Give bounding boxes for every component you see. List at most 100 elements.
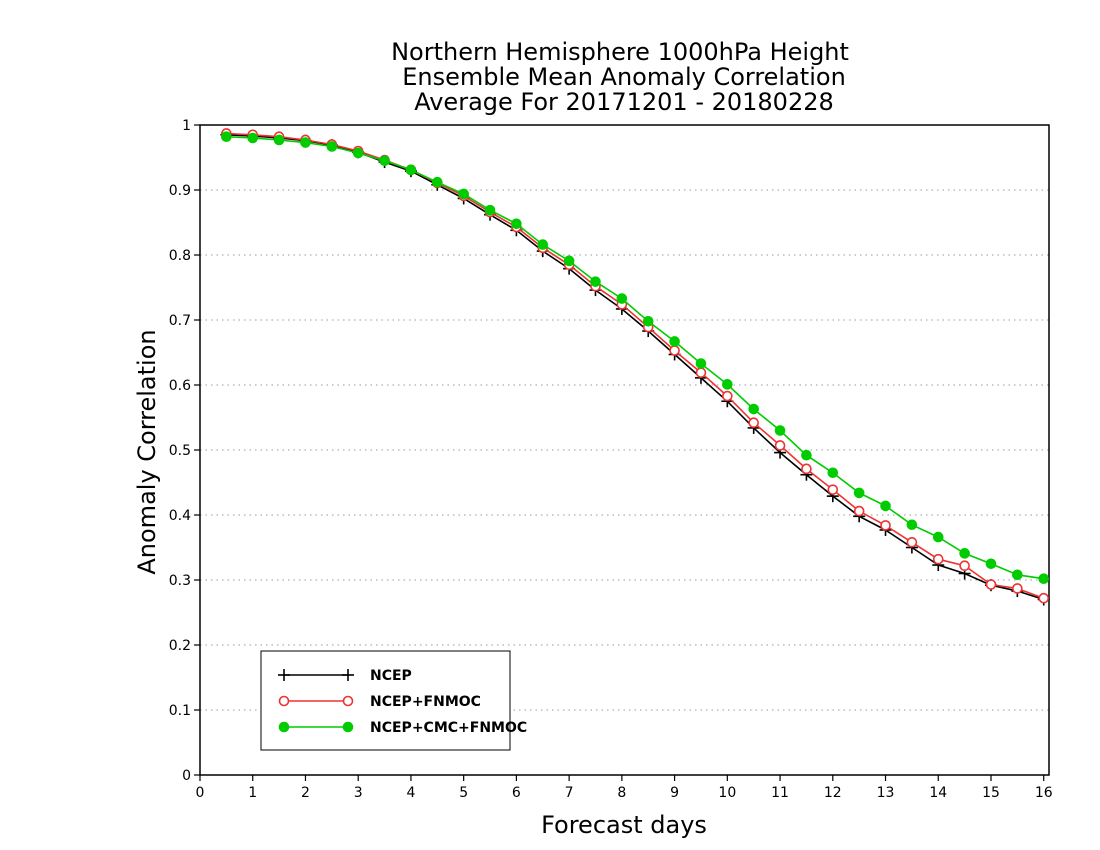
x-axis-ticks: 0 1 2 3 4 5 6 7 8 9 10 11 12 13 14 15 16 [196, 775, 1053, 801]
series-markers-2 [221, 131, 1050, 585]
series-2-point-17 [669, 336, 680, 347]
y-tick-label-4: 0.4 [169, 508, 191, 524]
legend-marker-end-1 [342, 695, 354, 707]
y-tick-label-7: 0.7 [169, 313, 191, 329]
series-2-point-29 [985, 558, 997, 570]
chart-title: Northern Hemisphere 1000hPa Height Ensem… [391, 38, 849, 116]
title-line-2: Ensemble Mean Anomaly Correlation [402, 63, 846, 91]
legend-marker-end-0 [342, 669, 354, 681]
y-tick-label-3: 0.3 [169, 573, 191, 589]
legend-label-1: NCEP+FNMOC [370, 694, 481, 710]
y-tick-label-5: 0.5 [169, 443, 191, 459]
series-2-point-22 [801, 449, 812, 461]
y-axis-title: Anomaly Correlation [133, 329, 161, 574]
x-tick-label-11: 11 [771, 785, 789, 801]
gridlines [200, 189, 1049, 711]
series-1-point-26 [906, 536, 918, 548]
series-2-point-18 [695, 358, 707, 369]
series-2-point-27 [932, 531, 944, 543]
series-2-point-31 [1038, 573, 1050, 585]
x-tick-label-12: 12 [824, 785, 842, 801]
y-tick-label-9: 0.9 [169, 183, 191, 199]
series-2-point-1 [247, 132, 259, 144]
series-1-point-18 [695, 367, 707, 378]
series-2-point-24 [853, 487, 865, 499]
series-lines [220, 128, 1050, 606]
y-tick-label-8: 0.8 [169, 248, 191, 264]
series-1-point-19 [722, 390, 733, 402]
x-tick-label-14: 14 [929, 785, 947, 801]
x-tick-label-13: 13 [877, 785, 895, 801]
y-tick-label-10: 1 [182, 118, 191, 134]
x-tick-label-1: 1 [248, 785, 257, 801]
legend: NCEP NCEP+FNMOC NCEP+CMC+FNMOC [260, 650, 527, 751]
series-2-point-10 [484, 204, 496, 216]
x-tick-label-2: 2 [301, 785, 310, 801]
series-1-point-20 [748, 417, 759, 429]
series-2-point-2 [273, 134, 285, 146]
series-2-point-30 [1012, 569, 1023, 581]
series-2-point-20 [748, 403, 759, 415]
series-2-point-8 [431, 176, 443, 188]
legend-marker-start-2 [278, 721, 290, 733]
series-2-point-15 [616, 293, 628, 304]
series-2-point-23 [827, 467, 839, 479]
series-1-point-23 [827, 484, 839, 495]
series-1-point-31 [1038, 592, 1050, 604]
x-tick-label-5: 5 [459, 785, 468, 801]
series-1-point-17 [669, 345, 680, 356]
x-tick-label-6: 6 [512, 785, 521, 801]
title-line-1: Northern Hemisphere 1000hPa Height [391, 38, 849, 66]
legend-marker-start-0 [278, 669, 290, 681]
x-tick-label-10: 10 [718, 785, 736, 801]
x-tick-label-8: 8 [617, 785, 626, 801]
series-1-point-21 [774, 440, 786, 451]
series-1-point-24 [853, 505, 865, 517]
y-tick-label-6: 0.6 [169, 378, 191, 394]
series-2-point-7 [405, 164, 417, 176]
series-2-point-9 [458, 188, 469, 200]
series-1-point-29 [985, 579, 997, 590]
series-2-point-4 [326, 141, 338, 152]
series-2-point-21 [774, 425, 786, 436]
series-1-point-30 [1012, 583, 1023, 594]
x-tick-label-9: 9 [670, 785, 679, 801]
series-1-point-25 [880, 520, 891, 531]
series-2-point-14 [590, 276, 601, 287]
series-2-point-19 [722, 379, 733, 390]
series-2-point-11 [511, 218, 522, 230]
series-markers-0 [220, 128, 1050, 606]
legend-marker-end-2 [342, 721, 354, 733]
series-1-point-22 [801, 463, 812, 475]
y-tick-label-1: 0.1 [169, 703, 191, 719]
x-tick-label-16: 16 [1035, 785, 1053, 801]
series-2-point-3 [300, 137, 311, 148]
series-2-point-28 [959, 548, 970, 559]
y-tick-label-2: 0.2 [169, 638, 191, 654]
x-tick-label-3: 3 [354, 785, 363, 801]
legend-label-2: NCEP+CMC+FNMOC [370, 720, 527, 736]
series-2-point-26 [906, 519, 918, 531]
x-tick-label-7: 7 [565, 785, 574, 801]
y-axis-ticks: 0 0.1 0.2 0.3 0.4 0.5 0.6 0.7 0.8 0.9 1 [169, 118, 200, 784]
series-line-2 [226, 135, 1044, 580]
series-2-point-6 [379, 155, 390, 167]
title-line-3: Average For 20171201 - 20180228 [414, 88, 834, 116]
x-tick-label-4: 4 [406, 785, 415, 801]
series-2-point-13 [563, 255, 575, 267]
series-2-point-5 [352, 147, 364, 159]
legend-marker-start-1 [278, 695, 290, 707]
series-1-point-27 [932, 553, 944, 565]
series-2-point-25 [880, 500, 891, 512]
series-1-point-28 [959, 560, 970, 572]
y-tick-label-0: 0 [182, 768, 191, 784]
series-markers-1 [221, 128, 1050, 604]
series-2-point-16 [642, 316, 654, 327]
series-2-point-12 [537, 239, 549, 250]
legend-label-0: NCEP [370, 668, 412, 684]
series-2-point-0 [221, 131, 232, 142]
x-axis-title: Forecast days [541, 811, 707, 839]
x-tick-label-15: 15 [982, 785, 1000, 801]
